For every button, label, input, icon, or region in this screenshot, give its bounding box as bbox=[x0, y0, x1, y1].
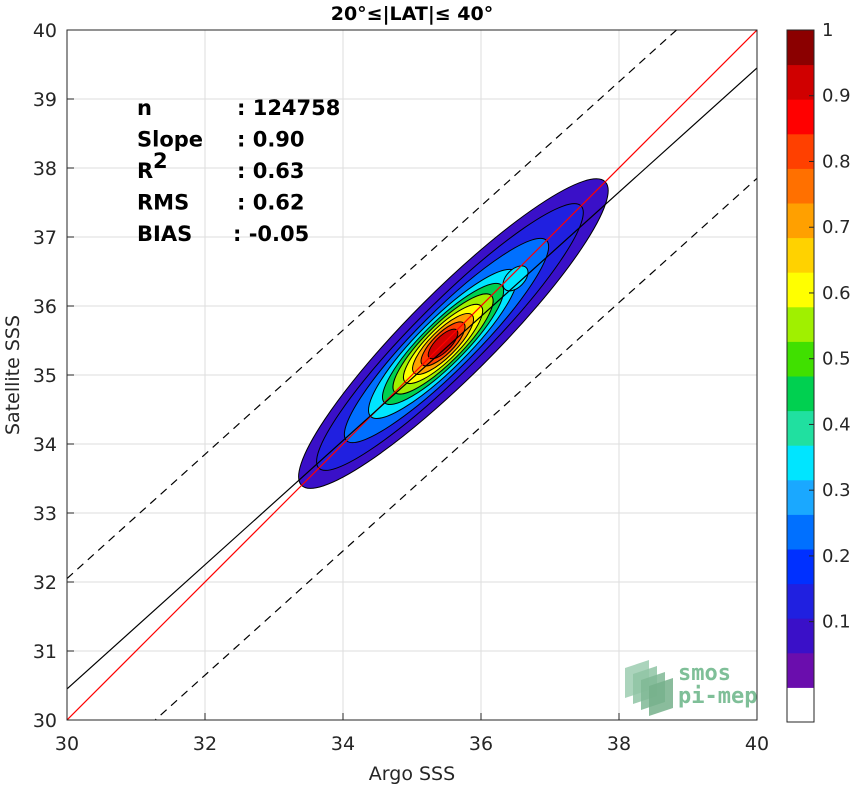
colorbar-tick-label: 0.6 bbox=[822, 283, 851, 304]
colorbar-segment bbox=[787, 272, 814, 308]
stat-label: n bbox=[137, 96, 152, 120]
colorbar-segment bbox=[787, 618, 814, 654]
colorbar-segment bbox=[787, 687, 814, 723]
y-tick-label: 38 bbox=[33, 158, 57, 180]
y-tick-label: 33 bbox=[33, 503, 57, 525]
x-tick-label: 38 bbox=[607, 733, 631, 755]
logo-wave-shape bbox=[649, 678, 673, 716]
stat-label: BIAS bbox=[137, 222, 192, 246]
colorbar-tick-label: 0.8 bbox=[822, 151, 851, 172]
y-tick-label: 31 bbox=[33, 641, 57, 663]
logo-text-pi-mep: pi-mep bbox=[678, 684, 757, 709]
lower-bound-line bbox=[154, 177, 757, 720]
stat-label: Slope bbox=[137, 128, 203, 152]
y-tick-label: 30 bbox=[33, 710, 57, 732]
grid bbox=[66, 29, 758, 721]
colorbar-segment bbox=[787, 99, 814, 135]
density-contour-secondary bbox=[502, 265, 529, 292]
x-tick-label: 36 bbox=[469, 733, 493, 755]
y-tick-label: 35 bbox=[33, 365, 57, 387]
upper-bound-line bbox=[67, 30, 678, 579]
stats-block: n : 124758 Slope : 0.90 R 2 : 0.63 RMS : 0.62 BIA… bbox=[137, 96, 340, 246]
x-tick-label: 40 bbox=[745, 733, 769, 755]
colorbar-segment bbox=[787, 237, 814, 273]
x-axis-label: Argo SSS bbox=[369, 763, 455, 785]
colorbar-segment bbox=[787, 410, 814, 446]
colorbar-segment bbox=[787, 306, 814, 342]
stat-value: : -0.05 bbox=[233, 222, 309, 246]
colorbar-segment bbox=[787, 514, 814, 550]
y-axis-ticks: 30 31 32 33 34 35 36 37 38 39 40 bbox=[33, 20, 74, 732]
y-tick-label: 36 bbox=[33, 296, 57, 318]
stat-value: : 0.62 bbox=[237, 191, 305, 215]
x-tick-label: 34 bbox=[331, 733, 355, 755]
reference-lines bbox=[67, 30, 757, 720]
stat-value: : 0.90 bbox=[237, 128, 305, 152]
chart-title: 20°≤|LAT|≤ 40° bbox=[331, 3, 494, 25]
colorbar-segment bbox=[787, 168, 814, 204]
y-axis-label: Satellite SSS bbox=[2, 315, 24, 435]
colorbar-segment bbox=[787, 30, 814, 66]
colorbar-tick-label: 0.9 bbox=[822, 86, 851, 107]
y-tick-label: 37 bbox=[33, 227, 57, 249]
colorbar-tick-label: 0.7 bbox=[822, 217, 851, 238]
colorbar-tick-label: 0.1 bbox=[822, 612, 851, 633]
colorbar: 0.1 0.2 0.3 0.4 0.5 0.6 0.7 0.8 0.9 1 bbox=[786, 20, 851, 723]
y-tick-label: 39 bbox=[33, 89, 57, 111]
stat-label: R bbox=[137, 159, 153, 183]
colorbar-frame bbox=[786, 29, 815, 723]
colorbar-segment bbox=[787, 203, 814, 239]
y-tick-label: 32 bbox=[33, 572, 57, 594]
colorbar-tick-label: 0.2 bbox=[822, 546, 851, 567]
colorbar-tick-label: 0.5 bbox=[822, 349, 851, 370]
x-tick-label: 32 bbox=[193, 733, 217, 755]
stat-superscript: 2 bbox=[153, 149, 168, 173]
colorbar-segment bbox=[787, 376, 814, 412]
colorbar-tick-label: 1 bbox=[822, 20, 833, 41]
stat-value: : 0.63 bbox=[237, 159, 305, 183]
colorbar-segment bbox=[787, 549, 814, 585]
x-tick-label: 30 bbox=[55, 733, 79, 755]
stat-label: RMS bbox=[137, 191, 189, 215]
stat-value: : 124758 bbox=[237, 96, 340, 120]
fit-line bbox=[67, 67, 757, 690]
colorbar-segment bbox=[787, 133, 814, 169]
colorbar-segment bbox=[787, 64, 814, 100]
colorbar-tick-label: 0.3 bbox=[822, 480, 851, 501]
colorbar-segment bbox=[787, 479, 814, 515]
x-axis-ticks: 30 32 34 36 38 40 bbox=[55, 713, 769, 755]
colorbar-segment bbox=[787, 583, 814, 619]
identity-line bbox=[67, 30, 757, 720]
colorbar-tick-label: 0.4 bbox=[822, 414, 851, 435]
y-tick-label: 40 bbox=[33, 20, 57, 42]
colorbar-segment bbox=[787, 445, 814, 481]
logo-text-smos: smos bbox=[678, 661, 731, 686]
colorbar-segment bbox=[787, 652, 814, 688]
y-tick-label: 34 bbox=[33, 434, 57, 456]
